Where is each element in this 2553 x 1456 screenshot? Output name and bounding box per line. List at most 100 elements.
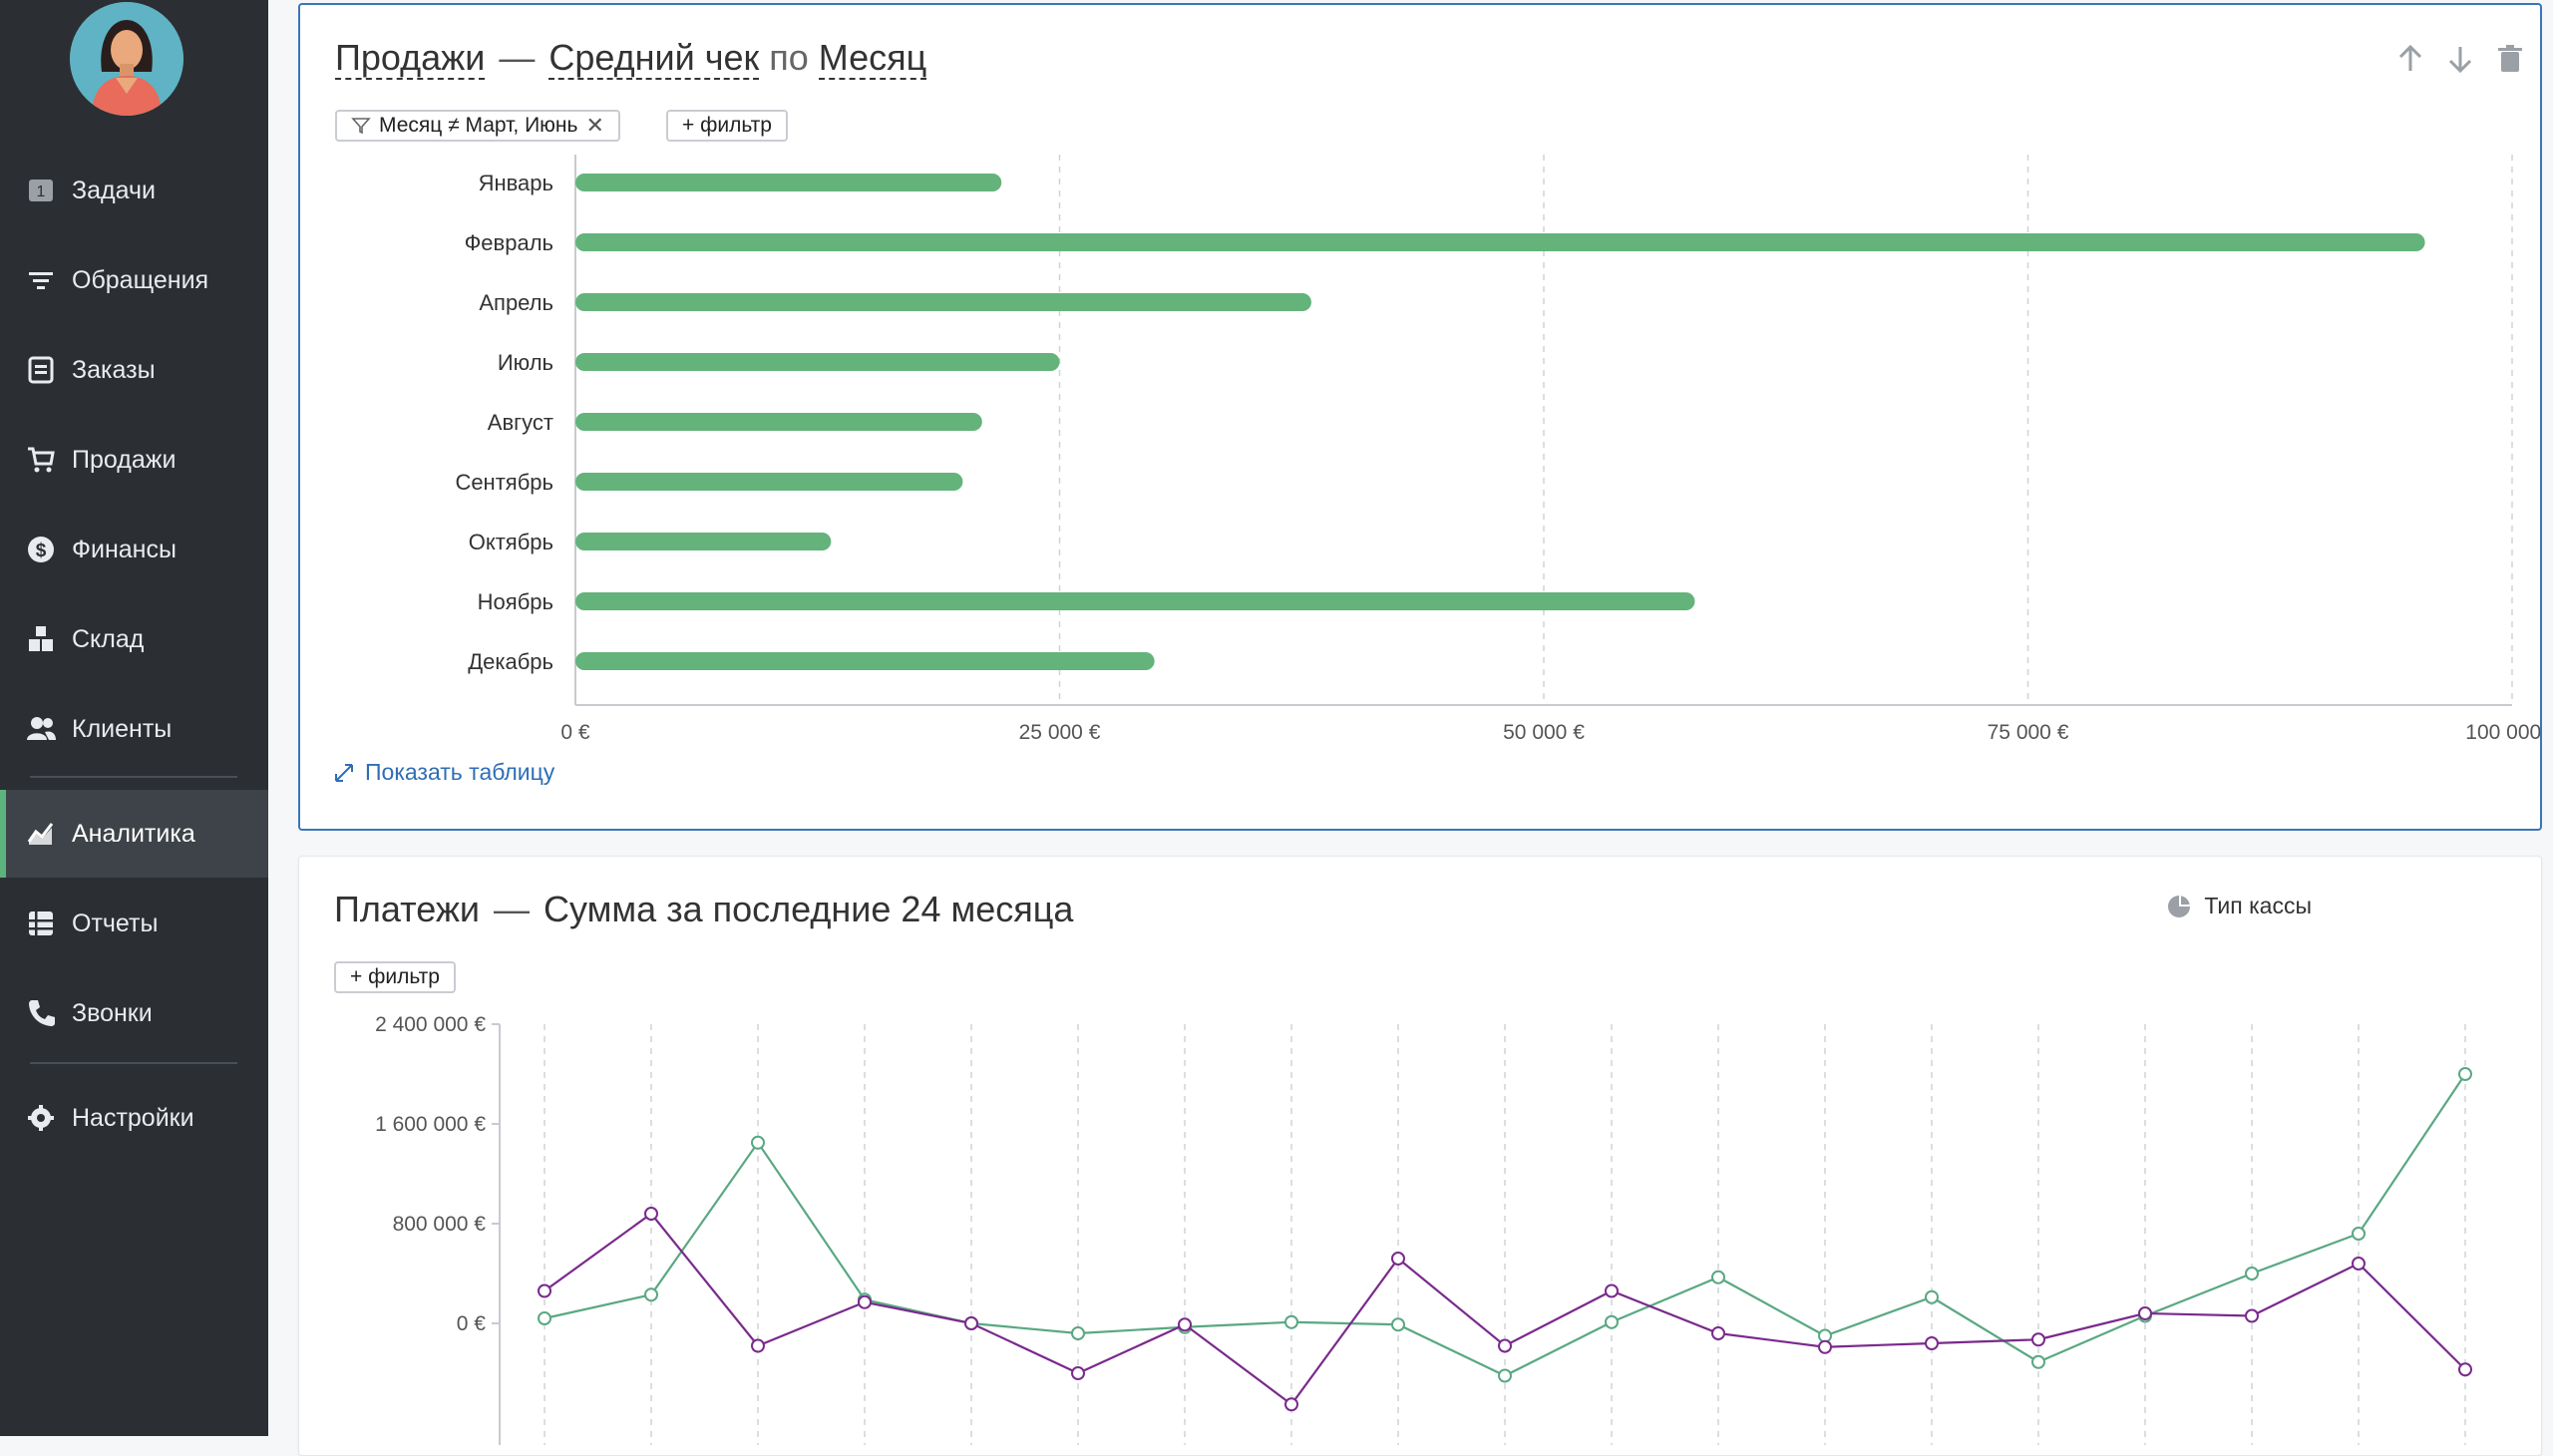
data-point[interactable] — [1071, 1326, 1085, 1340]
sidebar-item-7[interactable]: Аналитика — [0, 790, 268, 878]
data-point[interactable] — [538, 1311, 551, 1325]
sidebar-item-label: Заказы — [72, 355, 156, 384]
sidebar-divider — [30, 1062, 237, 1064]
trash-icon[interactable] — [2496, 43, 2524, 75]
data-point[interactable] — [2245, 1267, 2259, 1280]
bar[interactable] — [575, 473, 963, 491]
data-point[interactable] — [2458, 1362, 2472, 1377]
series-0 — [538, 1067, 2472, 1383]
data-point[interactable] — [2352, 1227, 2366, 1241]
sidebar-item-9[interactable]: Звонки — [0, 969, 268, 1057]
arrow-down-icon[interactable] — [2446, 43, 2474, 75]
data-point[interactable] — [1391, 1317, 1405, 1332]
sidebar-item-3[interactable]: Продажи — [0, 416, 268, 504]
sidebar-item-label: Отчеты — [72, 909, 159, 937]
sidebar-item-label: Аналитика — [72, 819, 195, 848]
filter-chip-month[interactable]: Месяц ≠ Март, Июнь ✕ — [335, 110, 620, 142]
svg-text:$: $ — [36, 541, 47, 561]
data-point[interactable] — [1284, 1397, 1298, 1412]
x-tick-label: 100 000 € — [2465, 721, 2540, 744]
sidebar-item-0[interactable]: 1 Задачи — [0, 147, 268, 234]
data-point[interactable] — [1391, 1252, 1405, 1266]
sidebar-item-4[interactable]: $ Финансы — [0, 506, 268, 593]
sidebar-item-5[interactable]: Склад — [0, 595, 268, 683]
title-separator: — — [494, 889, 531, 929]
data-point[interactable] — [1498, 1338, 1512, 1353]
bar[interactable] — [575, 413, 982, 431]
x-tick-label: 50 000 € — [1503, 721, 1585, 744]
sidebar-item-2[interactable]: Заказы — [0, 326, 268, 414]
analytics-chart-icon — [24, 817, 58, 851]
avg-check-card: Продажи — Средний чек по Месяц Месяц ≠ Март,… — [298, 3, 2542, 831]
data-point[interactable] — [2138, 1306, 2152, 1320]
pie-chart-icon — [2168, 895, 2191, 917]
user-avatar[interactable] — [70, 2, 183, 116]
data-point[interactable] — [1498, 1368, 1512, 1383]
phone-icon — [24, 996, 58, 1030]
data-point[interactable] — [751, 1338, 765, 1353]
data-point[interactable] — [858, 1294, 872, 1309]
person-icon — [70, 2, 183, 116]
data-point[interactable] — [1711, 1270, 1725, 1284]
data-point[interactable] — [1818, 1328, 1832, 1343]
warehouse-boxes-icon — [24, 622, 58, 656]
y-category-label: Июль — [498, 350, 553, 375]
data-point[interactable] — [538, 1283, 551, 1298]
sidebar-item-1[interactable]: Обращения — [0, 236, 268, 324]
y-category-label: Сентябрь — [455, 470, 553, 495]
data-point[interactable] — [1071, 1366, 1085, 1380]
bar[interactable] — [575, 592, 1695, 610]
bar[interactable] — [575, 533, 832, 550]
data-point[interactable] — [644, 1287, 658, 1302]
x-tick-label: 75 000 € — [1988, 721, 2069, 744]
sidebar-item-6[interactable]: Клиенты — [0, 685, 268, 773]
settings-icon — [24, 1101, 58, 1135]
data-point[interactable] — [2031, 1332, 2045, 1347]
data-point[interactable] — [644, 1207, 658, 1221]
bar[interactable] — [575, 174, 1002, 191]
sidebar-item-label: Продажи — [72, 445, 177, 474]
legend-cash-type[interactable]: Тип кассы — [2166, 893, 2312, 919]
data-point[interactable] — [1605, 1283, 1619, 1298]
data-point[interactable] — [2031, 1354, 2045, 1369]
cart-icon — [24, 443, 58, 477]
bar[interactable] — [575, 293, 1311, 311]
data-point[interactable] — [2352, 1257, 2366, 1271]
data-point[interactable] — [1284, 1314, 1298, 1329]
sidebar-item-10[interactable]: Настройки — [0, 1074, 268, 1162]
svg-text:1: 1 — [37, 183, 46, 200]
reports-icon — [24, 907, 58, 940]
data-point[interactable] — [1925, 1336, 1939, 1350]
title-by: по — [769, 37, 809, 78]
add-filter-button[interactable]: + фильтр — [666, 110, 788, 142]
title-separator: — — [499, 37, 536, 78]
y-tick-label: 1 600 000 € — [375, 1113, 486, 1136]
data-point[interactable] — [2245, 1308, 2259, 1323]
bar[interactable] — [575, 233, 2425, 251]
sidebar-item-label: Финансы — [72, 535, 177, 563]
card-actions — [2396, 43, 2524, 75]
data-point[interactable] — [1178, 1317, 1192, 1332]
show-table-link[interactable]: Показать таблицу — [333, 759, 554, 786]
sidebar-item-8[interactable]: Отчеты — [0, 880, 268, 967]
y-category-label: Ноябрь — [478, 589, 553, 614]
add-filter-button-payments[interactable]: + фильтр — [334, 961, 456, 993]
data-point[interactable] — [1818, 1339, 1832, 1354]
y-tick-label: 0 € — [457, 1312, 487, 1335]
data-point[interactable] — [1605, 1314, 1619, 1329]
title-payments: Платежи — [334, 889, 481, 929]
card-title: Продажи — Средний чек по Месяц — [335, 37, 927, 80]
arrow-up-icon[interactable] — [2396, 43, 2424, 75]
title-metric-section[interactable]: Продажи — [335, 37, 486, 80]
data-point[interactable] — [1925, 1289, 1939, 1304]
data-point[interactable] — [964, 1316, 978, 1330]
close-icon[interactable]: ✕ — [585, 113, 604, 138]
data-point[interactable] — [1711, 1326, 1725, 1340]
sidebar-divider — [30, 776, 237, 778]
data-point[interactable] — [751, 1135, 765, 1150]
title-dimension[interactable]: Месяц — [818, 37, 927, 80]
title-metric-name[interactable]: Средний чек — [548, 37, 760, 80]
bar[interactable] — [575, 652, 1155, 670]
data-point[interactable] — [2458, 1067, 2472, 1081]
bar[interactable] — [575, 353, 1060, 371]
